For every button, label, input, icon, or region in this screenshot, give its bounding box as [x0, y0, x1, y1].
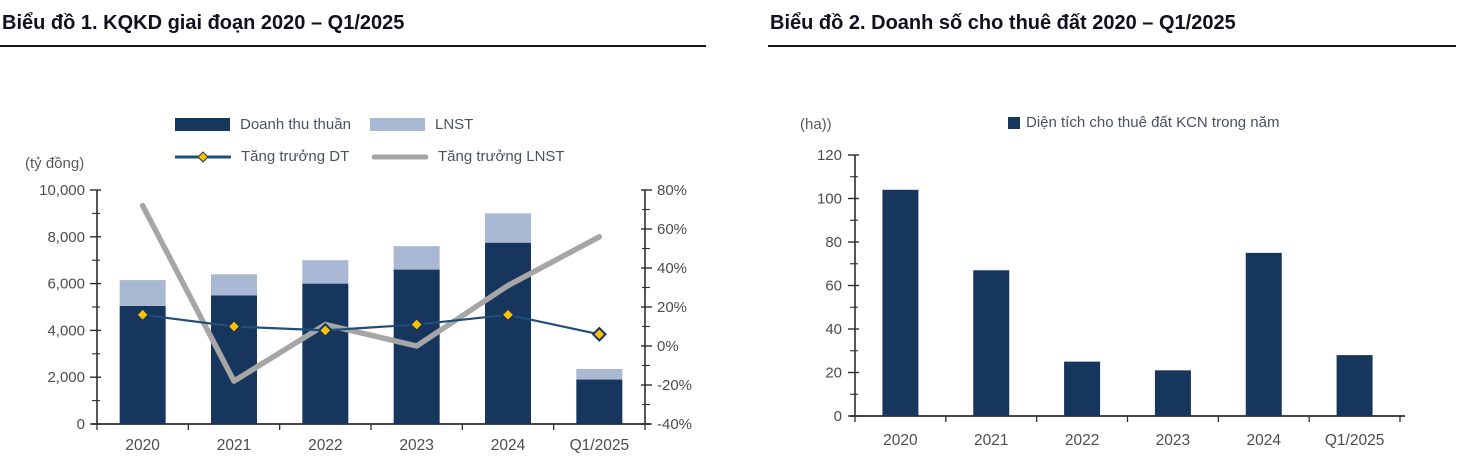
y-right-tick-label: -20%	[657, 377, 692, 394]
y-left-tick-label: 6,000	[47, 276, 85, 293]
y-left-tick-label: 4,000	[47, 322, 85, 339]
chart1-title: Biểu đồ 1. KQKD giai đoạn 2020 – Q1/2025	[0, 10, 706, 47]
x-tick-label: 2021	[217, 437, 251, 454]
chart1-legend-item-doanh-thu-thuan: Doanh thu thuần	[175, 116, 351, 133]
y-tick-label: 40	[825, 321, 842, 338]
legend-label: LNST	[435, 116, 474, 133]
chart2-legend-item-dien-tich: Diện tích cho thuê đất KCN trong năm	[1008, 114, 1279, 131]
y-left-tick-label: 8,000	[47, 229, 85, 246]
diamond-marker-2021	[226, 318, 242, 335]
chart2-axis-unit-label: (ha))	[800, 116, 832, 133]
diamond-marker-2024	[500, 307, 516, 323]
y-right-tick-label: 20%	[657, 299, 687, 316]
x-tick-label: Q1/2025	[1325, 432, 1384, 449]
x-axis-category-labels: 2020 2021 2022 2023 2024 Q1/2025	[883, 432, 1384, 449]
bars	[882, 189, 1373, 416]
line-diamond-swatch-icon	[175, 150, 231, 164]
y-left-tick-label: 10,000	[39, 182, 85, 199]
legend-label: Diện tích cho thuê đất KCN trong năm	[1026, 114, 1280, 131]
chart1-legend-item-lnst: LNST	[370, 116, 473, 133]
bar-2020	[882, 189, 919, 416]
diamond-markers	[135, 307, 607, 342]
bar-lnst-2022	[302, 260, 349, 284]
diamond-marker-icon	[197, 150, 209, 163]
chart1-plot-area: 0 2,000 4,000 6,000 8,000 10,000 -40% -20% 0% 20%…	[39, 182, 692, 454]
y-right-tick-label: 0%	[657, 338, 679, 355]
square-swatch-icon	[1008, 116, 1020, 129]
bar-lnst-2020	[119, 280, 166, 306]
bar-doanh-thu-thuan-2020	[119, 305, 166, 424]
axes	[850, 155, 1405, 417]
x-tick-label: 2021	[974, 432, 1008, 449]
axes	[92, 190, 650, 425]
y-tick-label: 100	[817, 191, 842, 208]
line-tang-truong-dt	[142, 313, 600, 336]
y-right-tick-label: 60%	[657, 221, 687, 238]
left-axis-tick-labels: 0 2,000 4,000 6,000 8,000 10,000	[39, 182, 85, 433]
bar-doanh-thu-thuan-2022	[302, 283, 349, 424]
y-tick-label: 20	[825, 365, 842, 382]
bar-2022	[1064, 361, 1101, 416]
y-left-tick-label: 0	[77, 416, 85, 433]
line-swatch-icon	[372, 150, 428, 164]
line-tang-truong-lnst	[139, 202, 603, 384]
chart1-panel: Biểu đồ 1. KQKD giai đoạn 2020 – Q1/2025…	[0, 0, 706, 466]
legend-label: Tăng trưởng DT	[241, 148, 350, 165]
right-axis-tick-labels: -40% -20% 0% 20% 40% 60% 80%	[657, 182, 692, 433]
chart2-title: Biểu đồ 2. Doanh số cho thuê đất 2020 – …	[768, 10, 1456, 47]
bar-lnst-2024	[485, 213, 531, 243]
x-tick-label: 2022	[308, 437, 342, 454]
x-tick-label: 2023	[1156, 432, 1190, 449]
bar-Q1/2025	[1336, 355, 1373, 416]
y-tick-label: 0	[834, 408, 842, 425]
bar-doanh-thu-thuan-2021	[211, 295, 257, 424]
bar-2023	[1154, 370, 1191, 416]
chart1-legend-item-tang-truong-dt: Tăng trưởng DT	[175, 148, 349, 165]
legend-label: Tăng trưởng LNST	[438, 148, 565, 165]
chart1-axis-unit-label: (tỷ đồng)	[25, 155, 85, 172]
bar-swatch-icon	[370, 118, 425, 131]
diamond-marker-2023	[409, 316, 425, 333]
y-tick-label: 120	[817, 147, 842, 164]
stacked-bars	[119, 213, 623, 424]
diamond-marker-Q1/2025	[591, 326, 607, 342]
bar-doanh-thu-thuan-2024	[485, 242, 531, 424]
y-right-tick-label: 80%	[657, 182, 687, 199]
x-tick-label: 2020	[125, 437, 160, 454]
y-right-tick-label: -40%	[657, 416, 692, 433]
bar-lnst-2023	[393, 246, 440, 270]
y-right-tick-label: 40%	[657, 260, 687, 277]
axis-ticks	[90, 189, 652, 430]
x-tick-label: 2023	[399, 437, 433, 454]
y-tick-label: 80	[825, 234, 842, 251]
chart2-panel: Biểu đồ 2. Doanh số cho thuê đất 2020 – …	[768, 0, 1456, 466]
gray-line	[139, 202, 603, 384]
x-tick-label: 2022	[1065, 432, 1099, 449]
bar-2024	[1245, 252, 1282, 416]
bar-lnst-2021	[211, 274, 257, 296]
legend-label: Doanh thu thuần	[240, 116, 351, 133]
diamond-marker-2022	[317, 322, 333, 339]
x-tick-label: Q1/2025	[570, 437, 629, 454]
y-left-tick-label: 2,000	[47, 369, 85, 386]
x-axis-category-labels: 2020 2021 2022 2023 2024 Q1/2025	[125, 437, 629, 454]
diamond-marker-2020	[135, 307, 151, 323]
x-tick-label: 2024	[1247, 432, 1282, 449]
line-swatch-stroke	[372, 154, 428, 159]
axis-ticks	[848, 154, 1401, 422]
x-tick-label: 2024	[491, 437, 526, 454]
x-tick-label: 2020	[883, 432, 918, 449]
y-tick-label: 60	[825, 278, 842, 295]
navy-line	[142, 313, 600, 336]
chart1-legend-item-tang-truong-lnst: Tăng trưởng LNST	[372, 148, 565, 165]
bar-doanh-thu-thuan-Q1/2025	[576, 379, 623, 424]
chart2-plot-area: 0 20 40 60 80 100 120 2020 2021 2022 2023 2024 Q1/20…	[817, 147, 1405, 449]
y-axis-tick-labels: 0 20 40 60 80 100 120	[817, 147, 842, 425]
bar-2021	[973, 270, 1010, 416]
bar-swatch-icon	[175, 118, 230, 131]
bar-lnst-Q1/2025	[576, 369, 623, 380]
